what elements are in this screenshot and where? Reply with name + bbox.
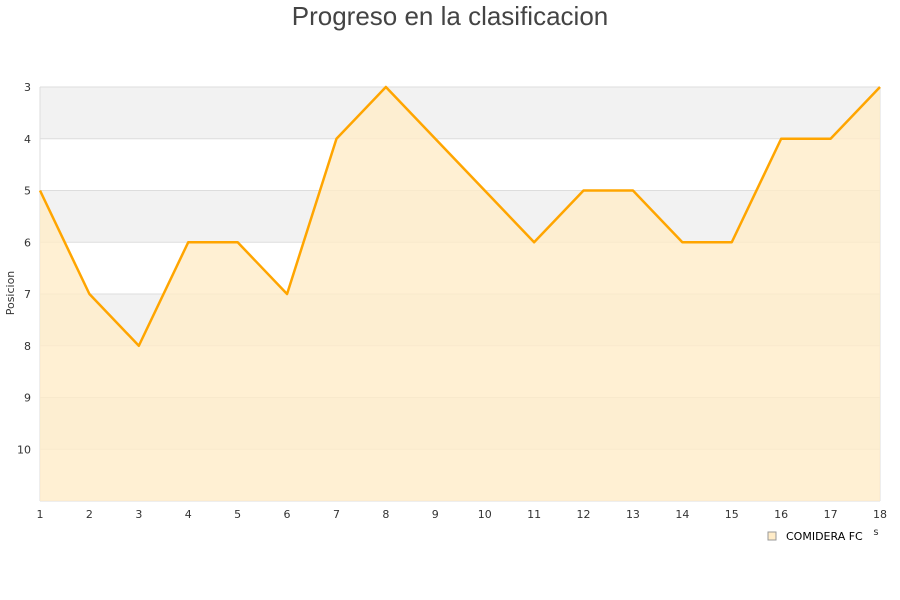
- x-tick-label: 14: [675, 508, 689, 521]
- legend[interactable]: COMIDERA FC: [767, 530, 863, 543]
- x-tick-label: 3: [135, 508, 142, 521]
- y-tick-label: 5: [24, 185, 31, 198]
- x-tick-label: 8: [382, 508, 389, 521]
- legend-label: COMIDERA FC: [786, 530, 863, 543]
- x-tick-label: 12: [577, 508, 591, 521]
- x-tick-label: 15: [725, 508, 739, 521]
- series-area: [40, 87, 880, 501]
- x-tick-label: 10: [478, 508, 492, 521]
- x-tick-label: 13: [626, 508, 640, 521]
- chart-title: Progreso en la clasificacion: [291, 1, 609, 31]
- grid-band: [40, 87, 880, 139]
- x-tick-label: 11: [527, 508, 541, 521]
- y-tick-label: 3: [24, 81, 31, 94]
- x-tick-label: 2: [86, 508, 93, 521]
- y-tick-label: 8: [24, 340, 31, 353]
- y-tick-label: 7: [24, 288, 31, 301]
- y-tick-label: 9: [24, 392, 31, 405]
- x-tick-label: 6: [284, 508, 291, 521]
- x-axis-label: s: [873, 527, 878, 538]
- series-line: [38, 85, 881, 347]
- x-tick-label: 16: [774, 508, 788, 521]
- x-tick-label: 5: [234, 508, 241, 521]
- x-tick-label: 9: [432, 508, 439, 521]
- x-tick-label: 17: [824, 508, 838, 521]
- legend-swatch: [767, 531, 777, 541]
- x-tick-label: 18: [873, 508, 887, 521]
- x-tick-label: 7: [333, 508, 340, 521]
- y-tick-label: 4: [24, 133, 31, 146]
- y-axis-label: Posicion: [4, 271, 17, 316]
- y-tick-label: 6: [24, 236, 31, 249]
- x-tick-label: 1: [37, 508, 44, 521]
- y-tick-label: 10: [17, 443, 31, 456]
- x-tick-label: 4: [185, 508, 192, 521]
